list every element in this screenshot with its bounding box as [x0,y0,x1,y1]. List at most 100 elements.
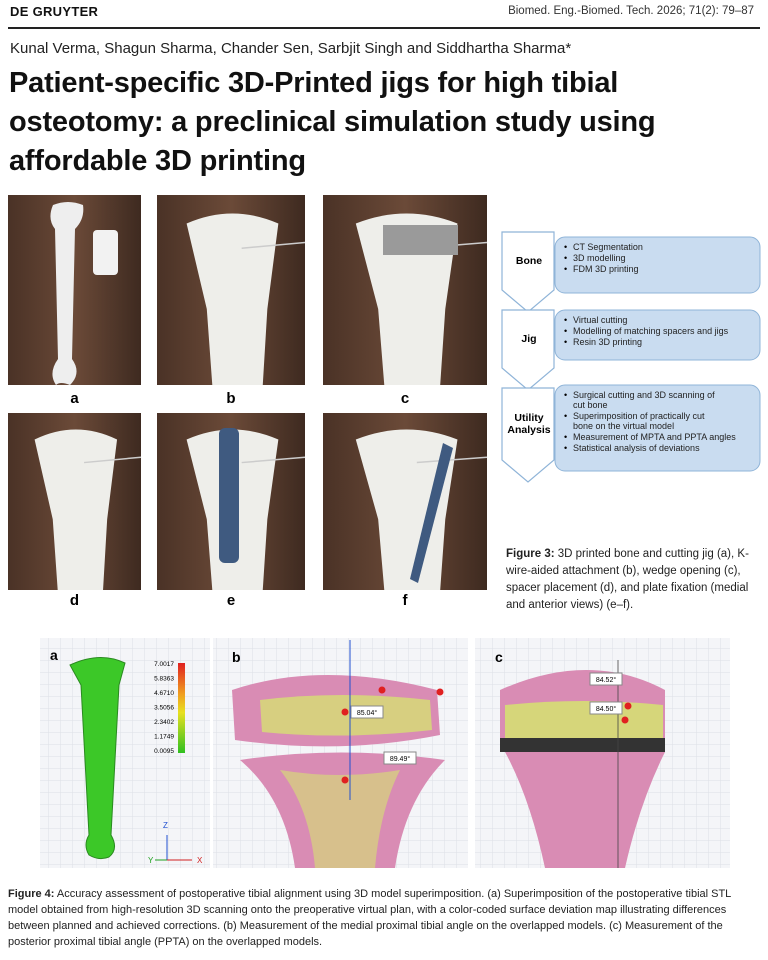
landmark [624,702,632,710]
angle-label: 84.52° [596,676,617,684]
panel-label: c [495,649,503,665]
flow-step-label: Jig [521,333,536,345]
axis-label: Z [163,821,168,830]
header-rule [8,27,760,29]
panel-label: d [70,592,79,609]
angle-label: 84.50° [596,705,617,713]
jig-model [93,230,118,275]
bone-model [355,429,458,590]
figure-3-caption: Figure 3: 3D printed bone and cutting ji… [506,546,751,614]
article-title: Patient-specific 3D-Printed jigs for hig… [9,67,656,177]
landmark [341,776,349,784]
panel-label: f [403,592,409,609]
scale-label: 5.8363 [154,676,174,683]
k-wire [241,241,306,249]
scale-label: 3.5056 [154,705,174,712]
cut-gap [500,738,665,752]
flow-item: Modelling of matching spacers and jigs [573,326,729,336]
bone-model [50,202,84,385]
publisher: DE GRUYTER [10,4,99,19]
bone-overlay [505,701,663,742]
flow-item: Resin 3D printing [573,337,642,347]
flow-item: Superimposition of practically cut bone o… [573,411,705,431]
figure-4-caption: Figure 4: Accuracy assessment of postope… [8,886,760,950]
axis-label: Y [148,856,154,865]
color-scale [178,663,185,753]
flow-item: CT Segmentation [573,242,643,252]
flow-step-label-line: Analysis [507,424,550,436]
flow-item: 3D modelling [573,253,626,263]
bone-overlay [280,770,400,868]
panel-label: b [232,649,241,665]
flow-chevron [501,231,555,313]
flow-step-label: Bone [516,255,542,267]
bullet: • [564,432,567,442]
bullet: • [564,411,567,421]
landmark [436,688,444,696]
flow-box [554,309,761,361]
figures: a b c d e f Bone • CT Segmentation • 3D modelling •… [8,195,761,868]
scale-label: 7.0017 [154,661,174,668]
bullet: • [564,242,567,252]
bone-distal [505,752,665,868]
angle-label: 85.04° [357,709,378,717]
flow-item-line: Surgical cutting and 3D scanning of [573,390,715,400]
bullet: • [564,253,567,263]
flow-item: Statistical analysis of deviations [573,443,700,453]
caption-label: Figure 3: [506,548,555,560]
landmark [378,686,386,694]
journal-citation: Biomed. Eng.-Biomed. Tech. 2026; 71(2): … [508,5,754,17]
scale-label: 4.6710 [154,690,174,697]
flow-box [554,384,761,472]
panel-label: a [50,647,58,663]
bullet: • [564,315,567,325]
scale-label: 2.3402 [154,719,174,726]
flow-item-line: cut bone [573,400,608,410]
jig [383,225,458,255]
k-wire [416,456,488,464]
angle-tag [350,705,384,719]
flow-item-line: Superimposition of practically cut [573,411,705,421]
angle-label: 89.49° [390,755,411,763]
scale-label: 0.0095 [154,748,174,755]
landmark [341,708,349,716]
flow-item: FDM 3D printing [573,264,639,274]
panel-label: b [226,390,235,407]
plate [219,428,239,563]
bone-model [34,429,118,590]
flow-item: Surgical cutting and 3D scanning of cut b… [573,390,715,410]
landmark [621,716,629,724]
panel-label: a [70,390,79,407]
flow-step-label: Utility Analysis [507,412,550,436]
panel-label: e [227,592,235,609]
axis-label: X [197,856,203,865]
bullet: • [564,443,567,453]
bullet: • [564,390,567,400]
k-wire [84,456,142,464]
panel-label: c [401,390,409,407]
bullet: • [564,326,567,336]
flow-item: Measurement of MPTA and PPTA angles [573,432,736,442]
bone-model [355,213,458,385]
angle-tag [589,701,623,715]
bullet: • [564,264,567,274]
angle-tag [589,672,623,686]
caption-text: Accuracy assessment of postoperative tib… [8,888,731,948]
flow-item: Virtual cutting [573,315,627,325]
bullet: • [564,337,567,347]
flow-item-line: bone on the virtual model [573,421,674,431]
flow-step-label-line: Utility [514,412,543,424]
bone-model [186,213,279,385]
flow-box [554,236,761,294]
angle-tag [383,751,417,765]
scale-label: 1.1749 [154,734,174,741]
flow-chevron [501,387,555,483]
caption-label: Figure 4: [8,888,55,900]
k-wire [241,456,306,464]
plate [410,443,453,583]
tibia-deviation-map [69,657,126,860]
authors: Kunal Verma, Shagun Sharma, Chander Sen,… [10,40,572,57]
flow-chevron [501,309,555,391]
caption-text: 3D printed bone and cutting jig (a), K-w… [506,548,749,611]
